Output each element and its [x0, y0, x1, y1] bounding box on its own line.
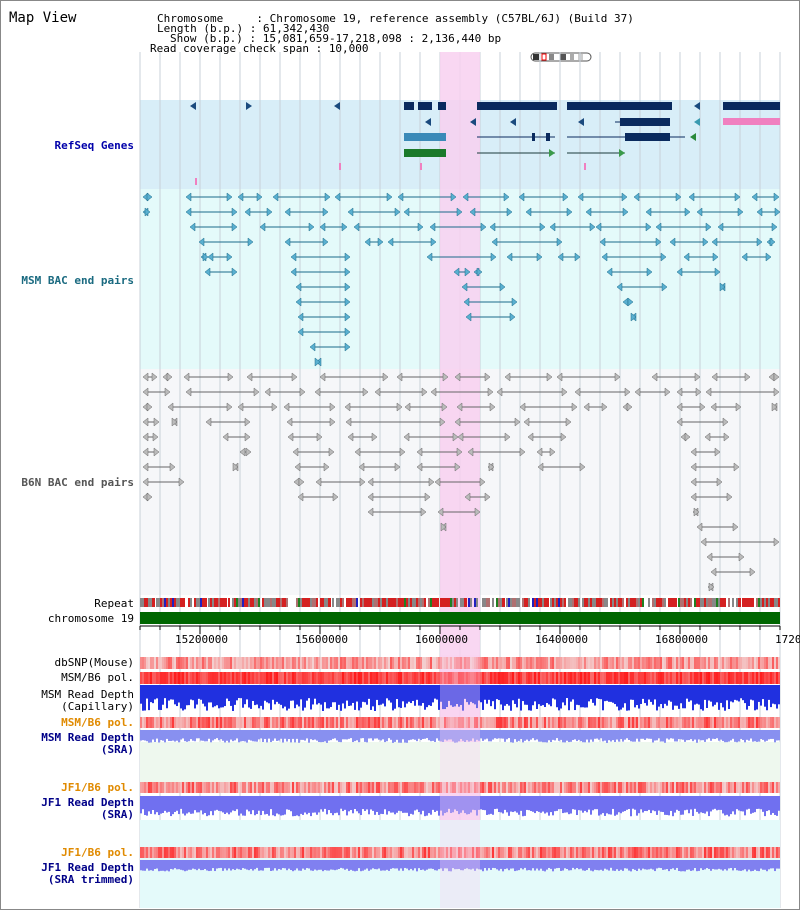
map-view-title: Map View: [9, 10, 77, 26]
b6n-bac-end-pairs[interactable]: [142, 372, 780, 592]
ruler-tick-label: 15600000: [295, 633, 348, 646]
length-info: Length (b.p.) : 61,342,430: [150, 23, 329, 34]
msm-read-depth-capillary-sublabel: (Capillary): [61, 700, 134, 713]
msm-read-depth-sra[interactable]: [140, 730, 780, 743]
msm-read-depth-capillary[interactable]: [140, 685, 780, 711]
msm-read-depth-sra-label[interactable]: MSM Read Depth: [41, 731, 134, 744]
msm-read-depth-sra-sublabel: (SRA): [100, 743, 134, 756]
repeat-track[interactable]: [140, 598, 780, 607]
msm-b6-pol-label-1[interactable]: MSM/B6 pol.: [61, 671, 134, 684]
chromosome-value: Chromosome 19, reference assembly (C57BL…: [269, 12, 634, 25]
show-info: Show (b.p.) : 15,081,659-17,218,098 : 2,…: [150, 33, 501, 44]
length-value: 61,342,430: [262, 22, 330, 35]
jf1-b6-pol-label-2[interactable]: JF1/B6 pol.: [61, 846, 134, 859]
ruler-tick-label: 15200000: [175, 633, 228, 646]
msm-b6-pol-label-2[interactable]: MSM/B6 pol.: [61, 716, 134, 729]
jf1-read-depth-trimmed-label[interactable]: JF1 Read Depth: [41, 861, 134, 874]
refseq-genes[interactable]: [190, 102, 780, 185]
chromosome-ideogram[interactable]: [530, 52, 592, 62]
msm-sra-bg: [140, 742, 780, 782]
jf1-b6-pol-heatmap-1[interactable]: [140, 782, 780, 793]
repeat-label[interactable]: Repeat: [94, 597, 134, 610]
chromosome-label: chromosome 19: [47, 612, 134, 625]
jf1-read-depth-trimmed-sublabel: (SRA trimmed): [47, 873, 134, 886]
show-key: Show (b.p.) :: [170, 32, 257, 45]
jf1-read-depth-sra-sublabel: (SRA): [100, 808, 134, 821]
msm-bac-label[interactable]: MSM BAC end pairs: [21, 274, 134, 287]
dbsnp-label[interactable]: dbSNP(Mouse): [54, 656, 134, 669]
dbsnp-heatmap[interactable]: [140, 657, 780, 669]
highlight-band-overlay: [440, 655, 480, 908]
msm-b6-pol-heatmap-2[interactable]: [140, 717, 780, 728]
ruler-tick-label: 16000000: [415, 633, 468, 646]
refseq-label[interactable]: RefSeq Genes: [54, 139, 134, 152]
ruler-tick-label: 16800000: [655, 633, 708, 646]
show-value: 15,081,659-17,218,098 : 2,136,440 bp: [262, 32, 502, 45]
chromosome-key: Chromosome :: [157, 12, 263, 25]
coverage-key: Read coverage check span :: [150, 42, 323, 55]
coverage-value: 10,000: [328, 42, 369, 55]
ruler-tick-label: 1720: [775, 633, 800, 646]
jf1-b6-pol-heatmap-2[interactable]: [140, 847, 780, 858]
chromosome-bar[interactable]: [140, 612, 780, 624]
chromosome-info: Chromosome : Chromosome 19, reference as…: [150, 13, 634, 24]
length-key: Length (b.p.) :: [157, 22, 257, 35]
coverage-info: Read coverage check span : 10,000: [150, 43, 369, 54]
jf1-read-depth-sra[interactable]: [140, 796, 780, 817]
b6n-bac-label[interactable]: B6N BAC end pairs: [21, 476, 134, 489]
ruler-tick-label: 16400000: [535, 633, 588, 646]
jf1-read-depth-sra-trimmed[interactable]: [140, 860, 780, 872]
msm-read-depth-capillary-label[interactable]: MSM Read Depth: [41, 688, 134, 701]
msm-b6-pol-heatmap-1[interactable]: [140, 672, 780, 684]
ruler: [139, 625, 781, 634]
jf1-read-depth-sra-label[interactable]: JF1 Read Depth: [41, 796, 134, 809]
jf1-b6-pol-label-1[interactable]: JF1/B6 pol.: [61, 781, 134, 794]
msm-bac-end-pairs[interactable]: [142, 192, 781, 367]
